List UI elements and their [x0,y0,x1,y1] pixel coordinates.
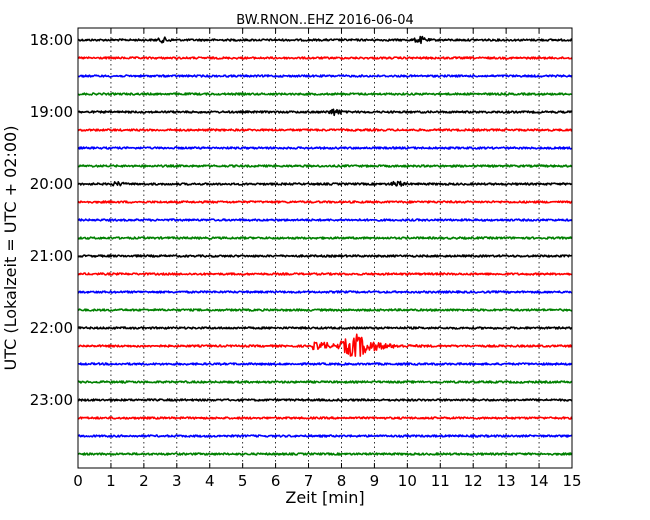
y-tick-label: 18:00 [30,31,73,49]
x-tick-label: 4 [205,472,215,490]
trace-line-1815 [77,56,573,60]
y-tick-label: 23:00 [30,391,73,409]
trace-line-2300 [77,398,573,402]
x-tick-label: 5 [238,472,248,490]
trace-line-2130 [77,290,573,294]
trace-line-2100 [77,254,573,258]
chart-title: BW.RNON..EHZ 2016-06-04 [236,13,414,28]
x-tick-label: 7 [304,472,314,490]
x-axis: 0 1 2 3 4 5 6 7 8 9 10 11 12 13 14 15 [73,28,582,490]
x-tick-label: 9 [370,472,380,490]
x-tick-label: 2 [139,472,149,490]
trace-line-1945 [77,164,573,168]
x-tick-label: 3 [172,472,182,490]
x-tick-label: 1 [106,472,116,490]
grid-lines [110,28,540,468]
trace-line-2215 [77,333,573,357]
trace-line-1800 [77,35,573,45]
y-axis: 18:00 19:00 20:00 21:00 22:00 23:00 [30,31,572,409]
plot-frame [77,27,573,469]
x-tick-label: 11 [431,472,450,490]
x-tick-label: 14 [530,472,549,490]
trace-line-2000 [77,180,573,187]
y-axis-label: UTC (Lokalzeit = UTC + 02:00) [1,126,20,371]
x-tick-label: 10 [398,472,417,490]
x-tick-label: 8 [337,472,347,490]
trace-line-1845 [77,92,573,96]
trace-line-1915 [77,128,573,132]
trace-line-2315 [77,416,573,420]
trace-line-2200 [77,326,573,330]
trace-line-2330 [77,434,573,438]
trace-line-2345 [77,452,573,456]
trace-line-2030 [77,218,573,222]
x-axis-label: Zeit [min] [285,488,364,507]
trace-line-2045 [77,236,573,240]
x-tick-label: 6 [271,472,281,490]
x-tick-label: 13 [497,472,516,490]
trace-line-1830 [77,74,573,78]
x-tick-label: 15 [562,472,581,490]
trace-line-2230 [77,362,573,366]
y-tick-label: 22:00 [30,319,73,337]
y-tick-label: 20:00 [30,175,73,193]
trace-line-2145 [77,308,573,312]
x-tick-label: 12 [464,472,483,490]
trace-line-2015 [77,200,573,204]
trace-line-2245 [77,380,573,384]
y-tick-label: 19:00 [30,103,73,121]
x-tick-label: 0 [73,472,83,490]
trace-line-1930 [77,146,573,150]
y-tick-label: 21:00 [30,247,73,265]
trace-line-2115 [77,272,573,276]
trace-line-1900 [77,108,573,117]
trace-group [77,35,573,456]
